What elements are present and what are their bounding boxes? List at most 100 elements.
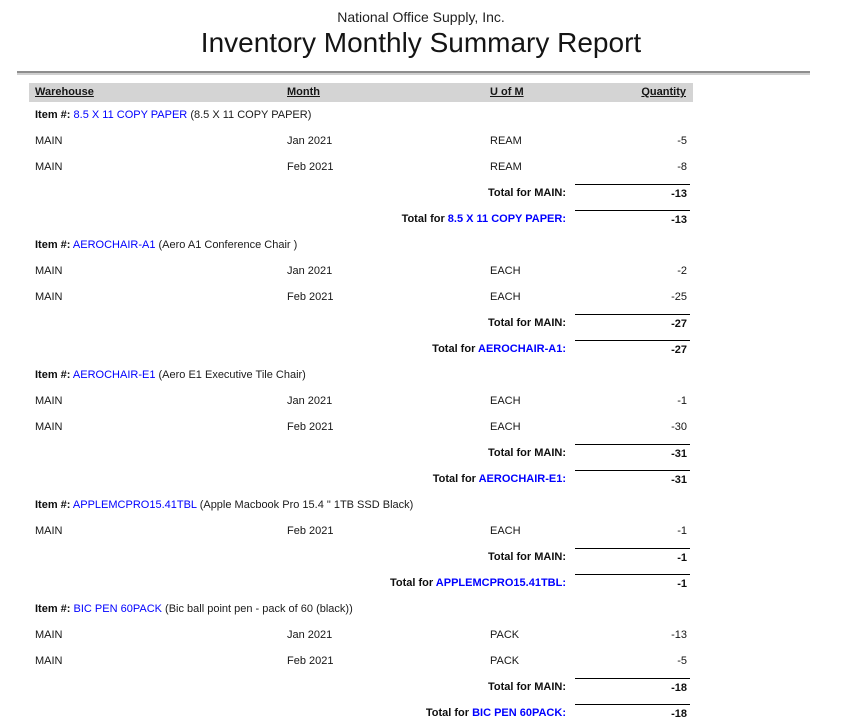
warehouse-total-label: Total for MAIN: [487,551,566,563]
item-section: Item #: BIC PEN 60PACK (Bic ball point p… [0,596,842,718]
month-cell: Feb 2021 [287,525,334,537]
quantity-cell: -2 [677,265,687,277]
inventory-row: MAIN Feb 2021 EACH -25 [0,284,842,310]
uom-cell: REAM [490,135,522,147]
item-header-row: Item #: 8.5 X 11 COPY PAPER (8.5 X 11 CO… [0,102,842,128]
section-rows: MAIN Jan 2021 PACK -13 MAIN Feb 2021 PAC… [0,622,842,674]
warehouse-total-label: Total for MAIN: [487,187,566,199]
warehouse-total-label: Total for MAIN: [487,317,566,329]
quantity-cell: -5 [677,655,687,667]
inventory-row: MAIN Jan 2021 EACH -2 [0,258,842,284]
item-total-link[interactable]: 8.5 X 11 COPY PAPER: [447,213,566,225]
uom-cell: EACH [490,265,521,277]
item-header-row: Item #: AEROCHAIR-E1 (Aero E1 Executive … [0,362,842,388]
item-number-label: Item #: [35,109,71,121]
item-total-link[interactable]: BIC PEN 60PACK: [472,707,566,718]
month-cell: Jan 2021 [287,265,333,277]
item-total-link[interactable]: AEROCHAIR-E1: [478,473,566,485]
item-number-link[interactable]: AEROCHAIR-E1 [72,369,156,381]
warehouse-total-row: Total for MAIN: -13 [0,180,842,206]
warehouse-total-value: -1 [575,548,690,567]
item-total-label: Total for AEROCHAIR-A1: [0,336,566,362]
item-total-row: Total for AEROCHAIR-A1: -27 [0,336,842,362]
column-header-uom: U of M [490,86,524,98]
month-cell: Jan 2021 [287,395,333,407]
warehouse-cell: MAIN [35,291,63,303]
item-number-label: Item #: [35,239,71,251]
warehouse-cell: MAIN [35,421,63,433]
warehouse-cell: MAIN [35,525,63,537]
company-name: National Office Supply, Inc. [337,9,505,25]
uom-cell: PACK [490,629,520,641]
item-total-prefix: Total for [401,213,448,225]
warehouse-total-label: Total for MAIN: [487,681,566,693]
uom-cell: REAM [490,161,522,173]
item-number-link[interactable]: BIC PEN 60PACK [73,603,162,615]
warehouse-total-value: -13 [575,184,690,203]
warehouse-total-value: -31 [575,444,690,463]
inventory-row: MAIN Feb 2021 PACK -5 [0,648,842,674]
item-total-link[interactable]: APPLEMCPRO15.41TBL: [435,577,566,589]
column-header-row: Warehouse Month U of M Quantity [29,83,693,102]
item-total-row: Total for BIC PEN 60PACK: -18 [0,700,842,718]
item-total-value: -27 [575,340,690,359]
uom-cell: EACH [490,395,521,407]
item-number-label: Item #: [35,369,71,381]
item-total-value: -31 [575,470,690,489]
item-total-prefix: Total for [425,707,473,718]
report-title: Inventory Monthly Summary Report [200,27,642,58]
section-rows: MAIN Jan 2021 REAM -5 MAIN Feb 2021 REAM… [0,128,842,180]
item-total-prefix: Total for [389,577,436,589]
column-header-month: Month [287,86,320,98]
item-total-link[interactable]: AEROCHAIR-A1: [478,343,566,355]
report-body: Item #: 8.5 X 11 COPY PAPER (8.5 X 11 CO… [0,102,842,718]
inventory-row: MAIN Jan 2021 EACH -1 [0,388,842,414]
warehouse-total-value: -27 [575,314,690,333]
inventory-row: MAIN Jan 2021 REAM -5 [0,128,842,154]
inventory-row: MAIN Feb 2021 EACH -30 [0,414,842,440]
item-total-row: Total for APPLEMCPRO15.41TBL: -1 [0,570,842,596]
item-total-label: Total for 8.5 X 11 COPY PAPER: [0,206,566,232]
month-cell: Feb 2021 [287,655,334,667]
warehouse-cell: MAIN [35,395,63,407]
item-description: (Bic ball point pen - pack of 60 (black)… [165,603,353,615]
month-cell: Feb 2021 [287,291,334,303]
item-number-link[interactable]: AEROCHAIR-A1 [72,239,156,251]
uom-cell: EACH [490,525,521,537]
item-number-link[interactable]: 8.5 X 11 COPY PAPER [73,109,188,121]
item-number-label: Item #: [35,499,71,511]
month-cell: Feb 2021 [287,421,334,433]
warehouse-cell: MAIN [35,161,63,173]
quantity-cell: -30 [671,421,687,433]
item-total-row: Total for 8.5 X 11 COPY PAPER: -13 [0,206,842,232]
item-description: (Aero E1 Executive Tile Chair) [158,369,306,381]
item-number-link[interactable]: APPLEMCPRO15.41TBL [72,499,197,511]
column-header-quantity: Quantity [641,86,686,98]
inventory-row: MAIN Feb 2021 REAM -8 [0,154,842,180]
month-cell: Jan 2021 [287,629,333,641]
item-total-prefix: Total for [432,343,478,355]
item-total-value: -1 [575,574,690,593]
item-description: (Apple Macbook Pro 15.4 " 1TB SSD Black) [199,499,414,511]
item-number-label: Item #: [35,603,71,615]
quantity-cell: -1 [677,525,687,537]
item-description: (8.5 X 11 COPY PAPER) [190,109,312,121]
warehouse-total-value: -18 [575,678,690,697]
month-cell: Jan 2021 [287,135,333,147]
item-total-prefix: Total for [432,473,479,485]
warehouse-cell: MAIN [35,655,63,667]
quantity-cell: -5 [677,135,687,147]
item-header-row: Item #: BIC PEN 60PACK (Bic ball point p… [0,596,842,622]
item-header-row: Item #: AEROCHAIR-A1 (Aero A1 Conference… [0,232,842,258]
inventory-row: MAIN Jan 2021 PACK -13 [0,622,842,648]
title-divider [17,71,810,75]
month-cell: Feb 2021 [287,161,334,173]
item-section: Item #: 8.5 X 11 COPY PAPER (8.5 X 11 CO… [0,102,842,232]
item-total-row: Total for AEROCHAIR-E1: -31 [0,466,842,492]
quantity-cell: -13 [671,629,687,641]
item-section: Item #: AEROCHAIR-E1 (Aero E1 Executive … [0,362,842,492]
item-description: (Aero A1 Conference Chair ) [158,239,298,251]
item-total-value: -18 [575,704,690,718]
warehouse-cell: MAIN [35,629,63,641]
item-total-label: Total for AEROCHAIR-E1: [0,466,566,492]
